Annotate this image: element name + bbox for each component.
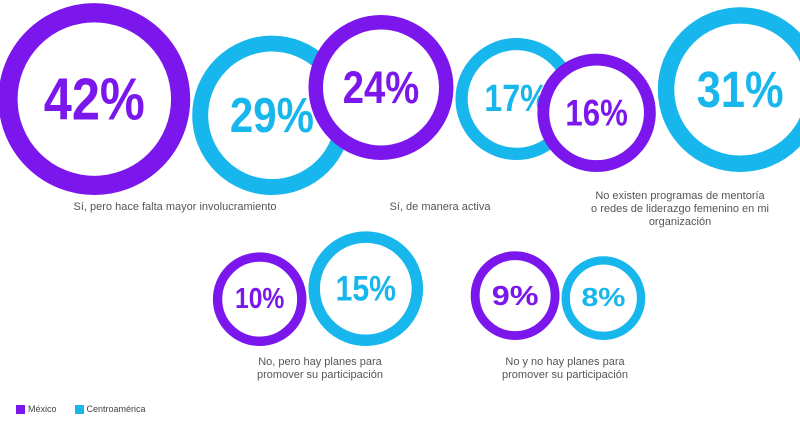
value-label-centroamerica-group-4: 15% (336, 269, 396, 309)
value-label-mexico-group-5: 9% (492, 280, 539, 311)
bubble-mexico-group-1 (0, 3, 191, 195)
legend-item-mexico: México (16, 404, 57, 414)
legend-label-mexico: México (28, 404, 57, 414)
legend: México Centroamérica (16, 404, 146, 414)
value-label-mexico-group-1: 42% (44, 66, 145, 133)
caption-group-1: Sí, pero hace falta mayor involucramient… (73, 201, 277, 213)
legend-swatch-mexico (16, 404, 25, 414)
bubble-mexico-group-3 (537, 53, 656, 173)
value-label-mexico-group-3: 16% (565, 92, 627, 133)
bubble-mexico-group-2 (308, 14, 454, 161)
value-label-mexico-group-4: 10% (235, 283, 285, 315)
legend-label-centroamerica: Centroamérica (86, 404, 146, 414)
caption-group-2: Sí, de manera activa (389, 201, 491, 213)
value-label-centroamerica-group-3: 31% (697, 61, 784, 118)
bubble-mexico-group-5 (470, 251, 560, 341)
value-label-centroamerica-group-1: 29% (230, 88, 314, 143)
legend-item-centroamerica: Centroamérica (74, 404, 146, 414)
caption-group-5: No y no hay planes para promover su part… (502, 356, 628, 381)
caption-group-3: No existen programas de mentoría o redes… (591, 190, 769, 228)
bubble-chart: 42% 29%24% 17% 16% 31%10% 15% 9% 8% (0, 3, 800, 347)
legend-swatch-centroamerica (74, 404, 84, 414)
value-label-centroamerica-group-5: 8% (581, 284, 625, 312)
bubble-centroamerica-group-3 (657, 7, 800, 172)
value-label-mexico-group-2: 24% (343, 62, 419, 113)
bubble-centroamerica-group-4 (308, 231, 424, 346)
bubble-centroamerica-group-5 (561, 256, 646, 340)
bubble-mexico-group-4 (212, 252, 307, 347)
caption-group-4: No, pero hay planes para promover su par… (257, 356, 383, 381)
